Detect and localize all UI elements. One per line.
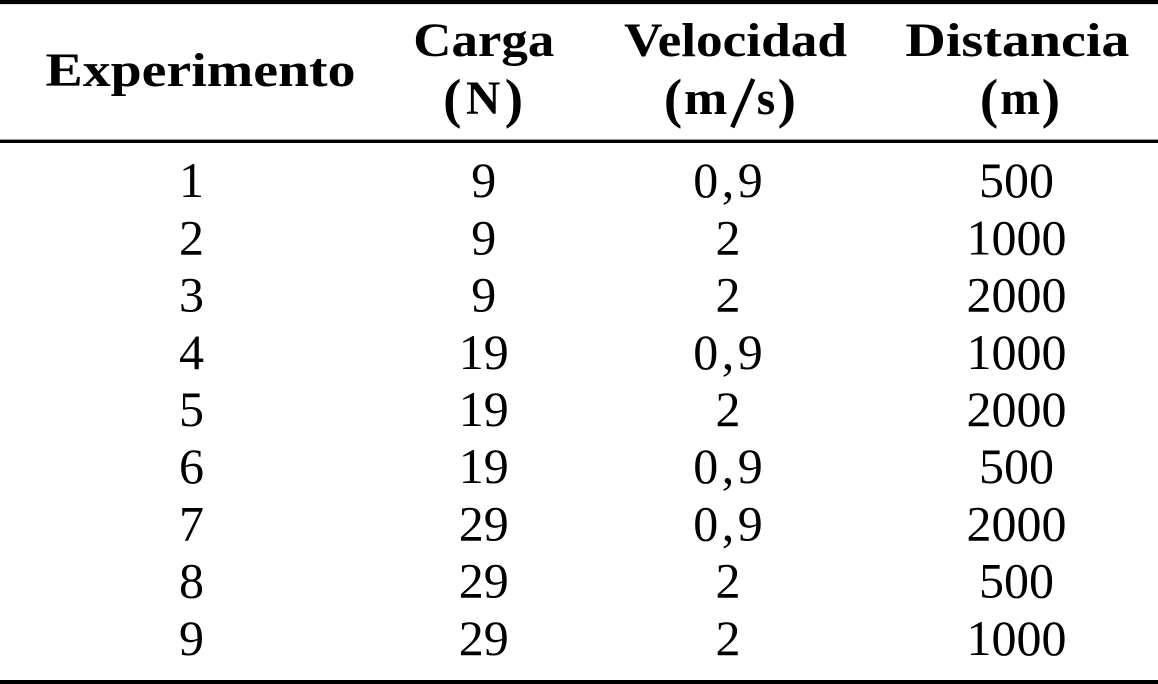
svg-text:9: 9 — [471, 209, 496, 265]
svg-text:9: 9 — [471, 267, 496, 323]
svg-text:2000: 2000 — [967, 381, 1067, 437]
svg-text:0,9: 0,9 — [693, 495, 763, 551]
svg-text:5: 5 — [179, 381, 204, 437]
svg-text:1000: 1000 — [967, 209, 1067, 265]
svg-text:3: 3 — [179, 267, 204, 323]
svg-text:Carga: Carga — [413, 15, 554, 67]
svg-text:s: s — [757, 73, 776, 125]
svg-text:500: 500 — [979, 553, 1054, 609]
svg-text:2000: 2000 — [967, 495, 1067, 551]
svg-text:2: 2 — [716, 610, 741, 666]
svg-text:0,9: 0,9 — [693, 438, 763, 494]
svg-text:19: 19 — [459, 324, 509, 380]
svg-text:0,9: 0,9 — [693, 324, 763, 380]
svg-text:7: 7 — [179, 495, 204, 551]
svg-text:2: 2 — [716, 381, 741, 437]
svg-text:29: 29 — [459, 553, 509, 609]
svg-text:19: 19 — [459, 381, 509, 437]
svg-text:2: 2 — [716, 209, 741, 265]
svg-text:500: 500 — [979, 152, 1054, 208]
svg-text:2: 2 — [179, 209, 204, 265]
svg-text:(m): (m) — [980, 68, 1062, 129]
svg-text:1000: 1000 — [967, 610, 1067, 666]
svg-text:29: 29 — [459, 610, 509, 666]
svg-text:8: 8 — [179, 553, 204, 609]
svg-text:Distancia: Distancia — [905, 15, 1129, 67]
svg-text:19: 19 — [459, 438, 509, 494]
svg-text:9: 9 — [471, 152, 496, 208]
svg-text:m: m — [684, 73, 727, 125]
svg-text:2: 2 — [716, 553, 741, 609]
svg-text:9: 9 — [179, 610, 204, 666]
svg-text:Velocidad: Velocidad — [624, 15, 847, 67]
svg-text:Experimento: Experimento — [46, 45, 356, 97]
svg-text:0,9: 0,9 — [693, 152, 763, 208]
svg-text:2: 2 — [716, 267, 741, 323]
svg-text:500: 500 — [979, 438, 1054, 494]
svg-text:(: ( — [664, 68, 682, 129]
svg-text:): ) — [778, 68, 796, 129]
svg-text:4: 4 — [179, 324, 204, 380]
svg-text:(N): (N) — [443, 68, 527, 129]
svg-text:1: 1 — [179, 152, 204, 208]
svg-text:2000: 2000 — [967, 267, 1067, 323]
svg-text:6: 6 — [179, 438, 204, 494]
svg-text:1000: 1000 — [967, 324, 1067, 380]
svg-text:29: 29 — [459, 495, 509, 551]
